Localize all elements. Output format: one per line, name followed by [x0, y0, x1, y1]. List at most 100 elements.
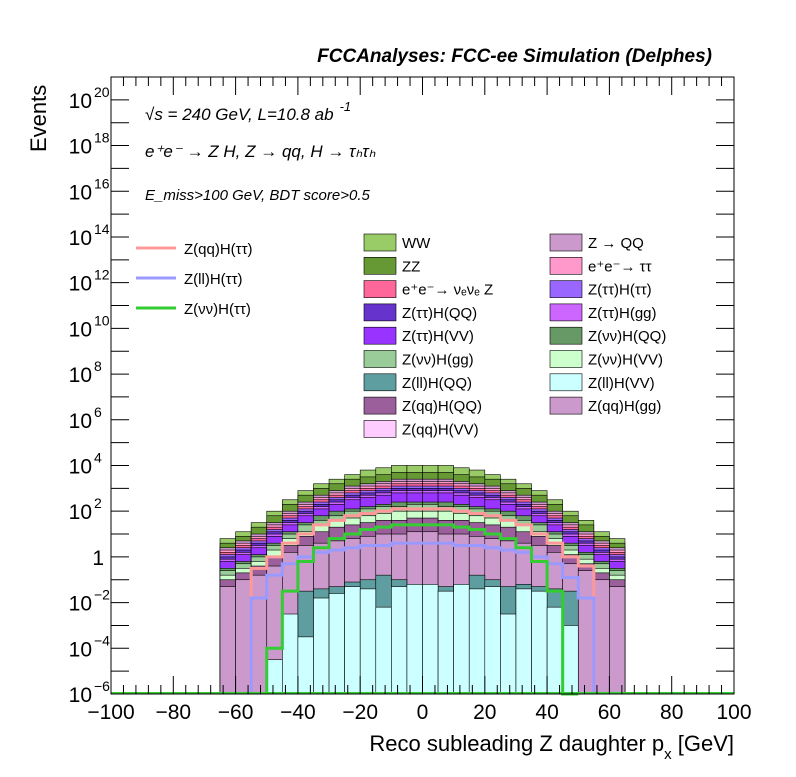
legend-swatch	[549, 326, 583, 345]
legend-label: Z(ττ)H(gg)	[588, 305, 657, 322]
x-tick-label: 40	[535, 701, 558, 724]
x-tick-label: −40	[280, 701, 316, 724]
legend-label: e⁺e⁻→ ττ	[588, 258, 652, 275]
legend-swatch	[363, 280, 397, 298]
legend-label: Z(νν)H(gg)	[402, 352, 474, 369]
y-tick-label: 10	[69, 410, 92, 433]
legend-swatch	[549, 256, 583, 275]
background-legend-column-2: Z → QQ e⁺e⁻→ ττ Z(ττ)H(ττ) Z(ττ)H(gg) Z(νν)H…	[549, 233, 666, 415]
x-tick-label: 60	[598, 701, 621, 724]
histogram-bar	[593, 579, 610, 695]
signal-line	[249, 507, 596, 694]
legend-swatch	[363, 396, 397, 415]
legend-swatch	[363, 303, 397, 322]
y-tick-exponent: 4	[94, 449, 102, 465]
legend-label: Z(ll)H(QQ)	[402, 375, 472, 392]
chart-title: FCCAnalyses: FCC-ee Simulation (Delphes)	[317, 46, 712, 67]
y-tick-exponent: 12	[94, 267, 110, 283]
legend-label: Z(qq)H(ττ)	[184, 241, 253, 258]
legend-label: Z(ll)H(VV)	[588, 375, 655, 392]
legend-swatch	[363, 350, 397, 368]
histogram-bar	[437, 590, 454, 695]
x-tick-label: −60	[218, 701, 254, 724]
y-tick-exponent: 2	[94, 495, 102, 511]
histogram-bar	[562, 625, 579, 695]
legend-label: Z(qq)H(gg)	[588, 398, 661, 415]
histogram-bar	[484, 586, 501, 695]
histogram-bar	[328, 593, 345, 695]
signal-legend: Z(qq)H(ττ) Z(ll)H(ττ) Z(νν)H(ττ)	[136, 241, 253, 318]
histogram-bar	[266, 659, 283, 695]
y-tick-label: 10	[69, 273, 92, 296]
legend-label: Z(ll)H(ττ)	[184, 271, 243, 288]
y-tick-label: 10	[69, 684, 92, 707]
x-axis-title: Reco subleading Z daughter px [GeV]	[369, 731, 734, 763]
y-tick-label: 10	[69, 90, 92, 113]
histogram-bar	[391, 586, 408, 695]
y-tick-label: 10	[69, 181, 92, 204]
x-tick-label: 0	[417, 701, 429, 724]
y-tick-exponent: 6	[94, 404, 102, 420]
histogram-bar	[344, 586, 361, 695]
y-tick-exponent: −4	[94, 632, 110, 648]
histogram-bar	[531, 590, 548, 695]
y-tick-label: 10	[69, 501, 92, 524]
histogram-bar	[515, 588, 532, 695]
legend-swatch	[549, 350, 583, 368]
y-tick-label: 10	[69, 136, 92, 159]
signal-line	[265, 523, 579, 696]
legend-label: e⁺e⁻→ νₑνₑ Z	[402, 282, 493, 299]
y-tick-label: 10	[69, 638, 92, 661]
background-legend-column-1: WW ZZ e⁺e⁻→ νₑνₑ Z Z(ττ)H(QQ) Z(ττ)H(VV) Z(νν…	[363, 233, 493, 438]
legend-label: Z(qq)H(QQ)	[402, 398, 482, 415]
y-tick-exponent: 16	[94, 175, 110, 191]
x-axis-ticks: −100 −80 −60 −40 −20 0 20 40 60 80 100	[87, 77, 752, 724]
histogram-bar	[375, 606, 392, 695]
legend-label: Z → QQ	[588, 235, 644, 252]
y-tick-exponent: −2	[94, 587, 110, 603]
legend-label: Z(ττ)H(QQ)	[402, 305, 477, 322]
x-tick-label: −100	[87, 701, 134, 724]
histogram-bar	[422, 584, 439, 695]
legend-swatch	[363, 420, 397, 438]
histogram-bar	[406, 584, 423, 695]
y-axis-title: Events	[26, 85, 51, 152]
histogram-bar	[219, 586, 236, 695]
y-tick-label: 10	[69, 455, 92, 478]
legend-swatch	[549, 373, 583, 392]
histogram-bar	[609, 586, 626, 695]
y-tick-exponent: 20	[94, 84, 110, 100]
legend-label: Z(ττ)H(VV)	[402, 328, 474, 345]
legend-label: WW	[402, 235, 431, 252]
energy-annotation: √s = 240 GeV, L=10.8 ab -1	[145, 99, 351, 124]
legend-swatch	[549, 303, 583, 322]
histogram-bar	[577, 570, 595, 695]
selection-annotation: E_miss>100 GeV, BDT score>0.5	[145, 187, 370, 204]
x-tick-label: −20	[342, 701, 378, 724]
y-tick-label: 1	[92, 547, 104, 570]
legend-swatch	[363, 233, 397, 252]
y-tick-exponent: 18	[94, 130, 110, 146]
y-tick-label: 10	[69, 364, 92, 387]
legend-label: Z(νν)H(VV)	[588, 352, 663, 369]
process-annotation: e⁺e⁻ → Z H, Z → qq, H → τₕτₕ	[145, 142, 376, 161]
y-tick-label: 10	[69, 227, 92, 250]
legend-label: Z(νν)H(ττ)	[184, 301, 251, 318]
legend-label: Z(ττ)H(ττ)	[588, 282, 652, 299]
histogram-bar	[250, 574, 268, 695]
histogram-bar	[453, 584, 470, 695]
histogram-bar	[468, 588, 486, 695]
legend-swatch	[549, 280, 583, 298]
histogram-bar	[297, 636, 314, 695]
y-tick-exponent: 10	[94, 312, 110, 328]
histogram-bar	[313, 597, 330, 695]
histogram-bar	[235, 579, 252, 695]
y-tick-exponent: 8	[94, 358, 102, 374]
histogram-bar	[546, 606, 563, 695]
legend-swatch	[363, 326, 397, 345]
legend-swatch	[549, 396, 583, 415]
legend-swatch	[363, 256, 397, 275]
y-tick-exponent: 14	[94, 221, 110, 237]
x-tick-label: 20	[473, 701, 496, 724]
